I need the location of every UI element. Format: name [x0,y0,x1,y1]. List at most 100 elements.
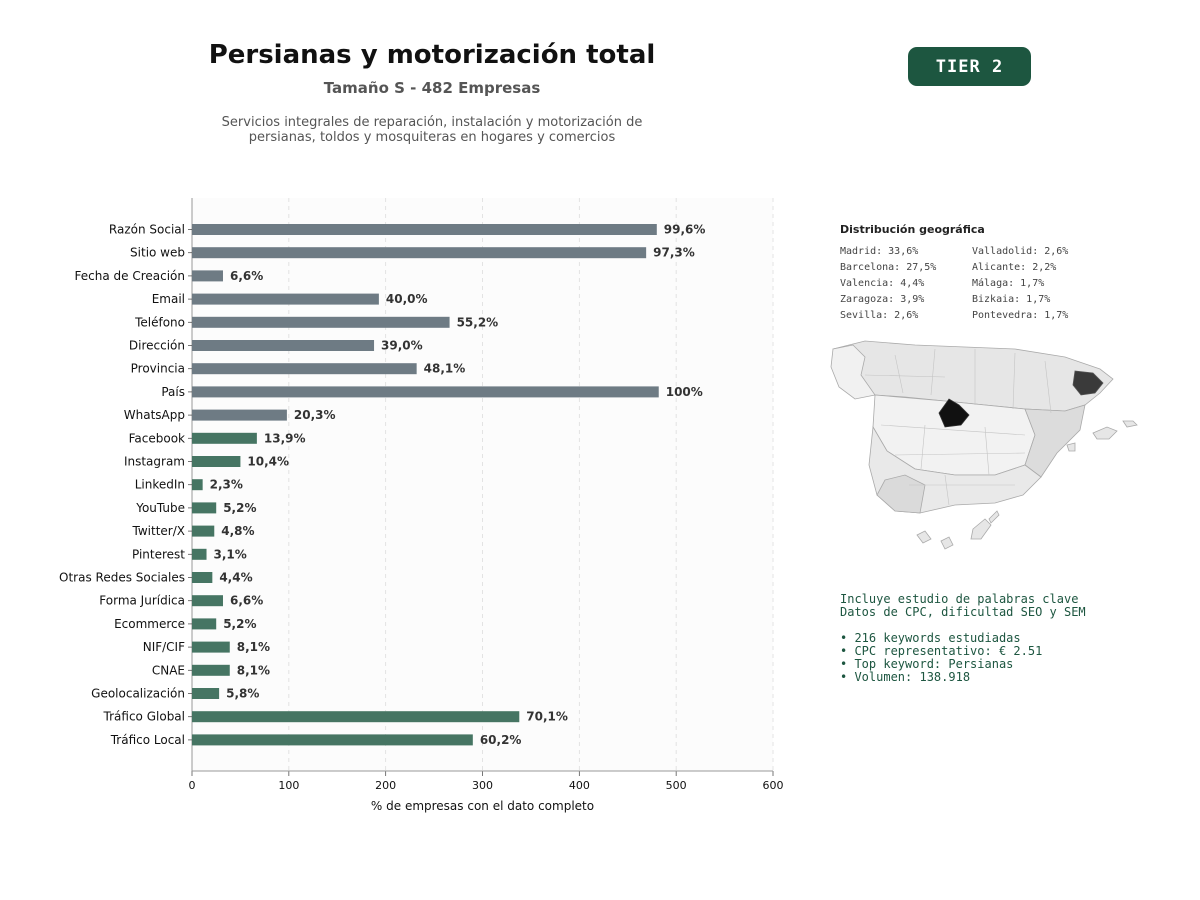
data-label: 97,3% [653,246,695,260]
data-label: 48,1% [424,362,466,376]
category-label: Tráfico Local [110,733,185,747]
geo-item: Valencia: 4,4% [840,278,925,289]
description-line-1: Servicios integrales de reparación, inst… [221,115,643,130]
page-title: Persianas y motorización total [208,40,656,70]
keywords-panel: Incluye estudio de palabras clave Datos … [840,593,1140,684]
x-tick-label: 100 [278,779,299,792]
category-label: NIF/CIF [143,640,185,654]
geo-item: Alicante: 2,2% [972,262,1057,273]
x-tick-label: 300 [472,779,493,792]
category-label: Tráfico Global [103,710,185,724]
data-label: 4,8% [221,524,254,538]
data-label: 99,6% [664,223,706,237]
page-description: Servicios integrales de reparación, inst… [182,115,682,145]
map-canarias-2 [940,536,954,550]
data-label: 3,1% [214,547,247,561]
keyword-bullet: • Volumen: 138.918 [840,670,971,684]
keywords-line-1: Incluye estudio de palabras clave [840,592,1079,606]
bar [192,502,217,514]
bar [192,479,203,491]
x-tick-label: 0 [189,779,196,792]
data-label: 8,1% [237,640,270,654]
map-canarias-1 [916,530,932,544]
page-subtitle: Tamaño S - 482 Empresas [323,79,541,97]
bar [192,363,417,375]
geo-distribution-list: Madrid: 33,6% Valladolid: 2,6% Barcelona… [840,246,1110,322]
map-island-menorca [1122,420,1138,428]
data-label: 70,1% [526,710,568,724]
data-label: 10,4% [247,455,289,469]
category-label: CNAE [152,663,185,677]
keyword-bullet: • Top keyword: Persianas [840,657,1014,671]
category-label: Pinterest [132,547,185,561]
bar [192,664,230,676]
bar [192,386,659,398]
data-label: 5,2% [223,501,256,515]
spain-map [830,340,1138,550]
category-label: Twitter/X [132,524,185,538]
map-canarias-4 [988,510,1000,524]
category-label: Geolocalización [91,687,185,701]
category-label: Instagram [124,455,185,469]
bar [192,409,287,421]
bar [192,688,220,699]
data-label: 40,0% [386,292,428,306]
geo-item: Pontevedra: 1,7% [972,310,1069,321]
bar [192,247,647,259]
bar [192,618,217,630]
data-label: 6,6% [230,594,263,608]
bar [192,548,207,560]
map-region-catalonia [1072,370,1104,396]
category-label: Email [152,292,185,306]
bar [192,456,241,467]
x-tick-label: 400 [569,779,590,792]
category-label: WhatsApp [124,408,185,422]
geo-item: Zaragoza: 3,9% [840,294,925,305]
data-label: 6,6% [230,269,263,283]
category-label: Facebook [129,431,185,445]
geo-title: Distribución geográfica [840,223,985,236]
category-label: Ecommerce [114,617,185,631]
bar [192,595,223,607]
bar [192,224,657,235]
data-label: 13,9% [264,431,306,445]
bar [192,270,223,282]
bar [192,572,213,583]
bar [192,293,379,305]
map-region-east [1024,404,1086,478]
category-label: Fecha de Creación [75,269,185,283]
bar [192,734,473,746]
geo-item: Valladolid: 2,6% [972,246,1069,257]
category-label: LinkedIn [135,478,185,492]
category-label: País [161,385,185,399]
geo-item: Málaga: 1,7% [972,278,1045,289]
map-island-ibiza [1066,442,1076,452]
x-tick-label: 500 [666,779,687,792]
category-label: Teléfono [134,315,185,329]
map-island-mallorca [1092,426,1118,440]
bar [192,525,215,537]
bar [192,316,450,328]
keywords-line-2: Datos de CPC, dificultad SEO y SEM [840,605,1086,619]
geo-item: Barcelona: 27,5% [840,262,937,273]
x-axis-label: % de empresas con el dato completo [371,799,594,813]
category-label: Dirección [129,339,185,353]
category-label: Forma Jurídica [99,594,185,608]
map-canarias-3 [970,518,992,540]
data-label: 8,1% [237,663,270,677]
data-label: 2,3% [210,478,243,492]
category-label: YouTube [135,501,185,515]
geo-item: Sevilla: 2,6% [840,310,919,321]
description-line-2: persianas, toldos y mosquiteras en hogar… [248,130,616,145]
bar [192,432,257,444]
bar [192,340,375,351]
data-label: 5,2% [223,617,256,631]
data-label: 39,0% [381,339,423,353]
keyword-bullet: • 216 keywords estudiadas [840,631,1021,645]
data-label: 100% [666,385,703,399]
x-tick-label: 600 [763,779,784,792]
bar [192,641,230,653]
data-label: 5,8% [226,687,259,701]
tier-badge: TIER 2 [908,47,1031,86]
completeness-bar-chart: 0 100 200 300 400 500 600 % de empresas con el … [59,198,784,813]
